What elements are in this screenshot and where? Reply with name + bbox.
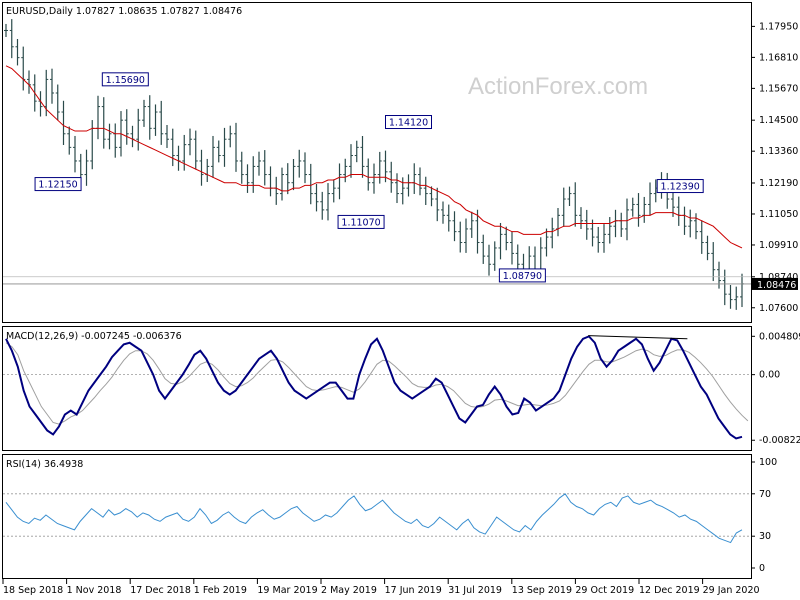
price-tick-label: 1.15670 — [759, 83, 798, 94]
macd-line — [5, 335, 743, 440]
x-tick-label: 17 Dec 2018 — [130, 585, 191, 596]
x-tick-label: 19 Mar 2019 — [257, 585, 317, 596]
price-tick-label: 1.17950 — [759, 21, 798, 32]
rsi-tick-label: 70 — [759, 489, 771, 500]
annotation-label: 1.08790 — [503, 271, 542, 282]
annotation-box — [101, 72, 149, 87]
macd-trendline — [588, 335, 688, 340]
macd-tick-label: 0.004809 — [759, 331, 800, 342]
x-tick-label: 18 Sep 2018 — [3, 585, 63, 596]
macd-header: MACD(12,26,9) -0.007245 -0.006376 — [6, 331, 182, 342]
annotation-label: 1.14120 — [389, 118, 428, 129]
x-tick-label: 29 Oct 2019 — [575, 585, 634, 596]
price-tick-label: 1.12190 — [759, 178, 798, 189]
x-tick-label: 12 Dec 2019 — [639, 585, 700, 596]
rsi-tick-label: 0 — [759, 563, 765, 574]
price-tick-label: 1.14500 — [759, 115, 798, 126]
macd-tick-label: -0.008227 — [759, 435, 800, 446]
price-tick-label: 1.13360 — [759, 146, 798, 157]
annotation-label: 1.11070 — [341, 217, 380, 228]
annotation-box — [656, 179, 704, 194]
macd-tick-label: 0.00 — [759, 370, 780, 381]
annotation-box — [34, 177, 82, 192]
rsi-layer — [3, 493, 751, 544]
annotation-label: 1.12390 — [661, 182, 700, 193]
last-price-label: 1.08476 — [757, 280, 796, 291]
x-tick-label: 31 Jul 2019 — [448, 585, 502, 596]
rsi-tick-label: 100 — [759, 457, 777, 468]
price-tick-label: 1.11050 — [759, 209, 798, 220]
x-tick-label: 1 Nov 2018 — [67, 585, 122, 596]
x-tick-label: 13 Sep 2019 — [512, 585, 572, 596]
rsi-line — [5, 493, 743, 544]
x-tick-label: 1 Feb 2019 — [194, 585, 247, 596]
x-tick-label: 2 May 2019 — [321, 585, 377, 596]
price-tick-label: 1.08740 — [759, 272, 798, 283]
x-tick-label: 29 Jan 2020 — [703, 585, 760, 596]
axis-layer: 1.17950 1.16810 1.15670 1.14500 1.13360 1.121… — [2, 21, 800, 596]
price-tick-label: 1.09910 — [759, 240, 798, 251]
watermark: ActionForex.com — [468, 73, 648, 100]
annotation-box — [337, 214, 385, 229]
rsi-panel-frame — [2, 454, 752, 579]
annotation-box — [385, 115, 432, 130]
last-price-box — [752, 277, 798, 290]
annotation-label: 1.15690 — [106, 75, 145, 86]
price-layer: 1.15690 1.12150 1.14120 1.11070 1.08790 1.123… — [3, 19, 751, 310]
price-tick-label: 1.16810 — [759, 52, 798, 63]
annotation-label: 1.12150 — [38, 180, 77, 191]
moving-average-line — [5, 65, 743, 249]
macd-signal-line — [5, 342, 749, 425]
macd-panel-frame — [2, 326, 752, 451]
price-panel-frame — [2, 2, 752, 323]
rsi-header: RSI(14) 36.4938 — [6, 459, 83, 470]
price-tick-label: 1.07600 — [759, 303, 798, 314]
price-header: EURUSD,Daily 1.07827 1.08635 1.07827 1.0… — [6, 6, 242, 17]
rsi-tick-label: 30 — [759, 531, 771, 542]
macd-layer — [3, 335, 751, 440]
x-tick-label: 17 Jun 2019 — [385, 585, 442, 596]
annotation-box — [498, 268, 546, 283]
